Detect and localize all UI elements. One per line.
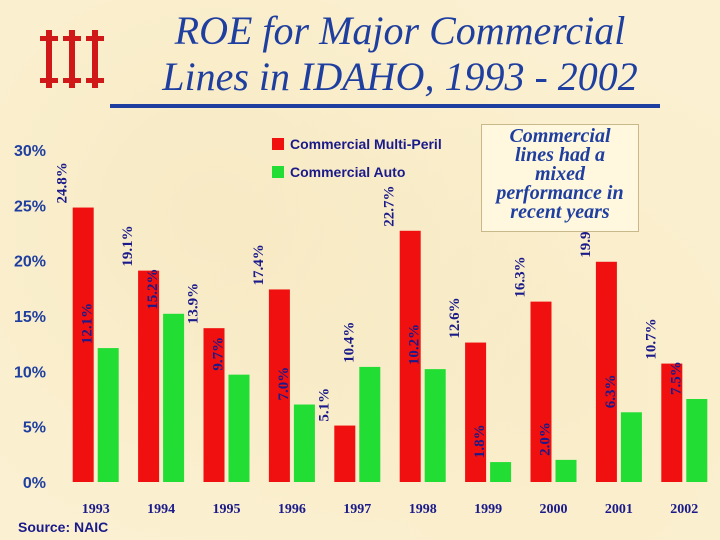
title-divider (110, 104, 660, 108)
x-tick-label: 1999 (474, 502, 502, 517)
y-tick-label: 10% (14, 364, 46, 381)
y-tick-label: 30% (14, 143, 46, 160)
data-label: 10.7% (643, 318, 659, 359)
callout-line-3: mixed (535, 163, 585, 185)
bar-auto (424, 369, 446, 482)
callout-box: Commercial lines had a mixed performance… (481, 124, 639, 232)
data-label: 6.3% (603, 375, 619, 409)
bar-multi-peril (530, 301, 552, 482)
data-label: 5.1% (316, 388, 332, 422)
bar-auto (555, 459, 577, 482)
bar-multi-peril (465, 342, 487, 482)
bar-auto (490, 462, 512, 482)
data-label: 12.1% (80, 303, 96, 344)
callout-line-5: recent years (510, 201, 610, 223)
bar-multi-peril (203, 328, 225, 482)
bar-auto (359, 366, 381, 482)
bar-auto (293, 404, 315, 482)
x-tick-label: 1993 (82, 502, 110, 517)
legend-label: Commercial Auto (290, 164, 405, 180)
x-tick-label: 2001 (605, 502, 633, 517)
data-label: 10.4% (341, 322, 357, 363)
bar-multi-peril (595, 261, 617, 482)
data-label: 15.2% (145, 269, 161, 310)
bar-multi-peril (661, 363, 683, 482)
callout-line-4: performance in (496, 182, 624, 204)
bar-multi-peril (72, 207, 94, 482)
callout-line-2: lines had a (514, 144, 606, 166)
legend-swatch (272, 166, 284, 178)
page-title: ROE for Major Commercial Lines in IDAHO,… (120, 8, 680, 100)
bar-auto (228, 374, 250, 482)
callout-line-1: Commercial (509, 125, 611, 147)
data-label: 22.7% (382, 186, 398, 227)
y-tick-label: 0% (23, 475, 46, 492)
title-line-2: Lines in IDAHO, 1993 - 2002 (162, 54, 638, 99)
x-tick-label: 1997 (343, 502, 371, 517)
data-label: 19.1% (120, 225, 136, 266)
data-label: 7.5% (668, 361, 684, 395)
data-label: 2.0% (538, 422, 554, 456)
y-tick-label: 25% (14, 198, 46, 215)
bar-multi-peril (138, 270, 160, 482)
data-label: 17.4% (251, 244, 267, 285)
legend-label: Commercial Multi-Peril (290, 136, 442, 152)
data-label: 16.3% (513, 256, 529, 297)
data-label: 10.2% (407, 324, 423, 365)
x-tick-label: 1996 (278, 502, 306, 517)
x-tick-label: 1998 (409, 502, 437, 517)
y-tick-label: 15% (14, 309, 46, 326)
bar-auto (686, 399, 708, 482)
data-label: 9.7% (211, 337, 227, 371)
x-tick-label: 2002 (670, 502, 698, 517)
x-tick-label: 1994 (147, 502, 175, 517)
y-tick-label: 20% (14, 254, 46, 271)
title-line-1: ROE for Major Commercial (174, 8, 626, 53)
bar-auto (620, 412, 642, 482)
x-tick-label: 1995 (213, 502, 241, 517)
bar-multi-peril (268, 289, 290, 482)
legend-swatch (272, 138, 284, 150)
data-label: 1.8% (472, 424, 488, 458)
x-tick-label: 2000 (540, 502, 568, 517)
bar-multi-peril (334, 425, 356, 482)
bar-auto (97, 348, 119, 482)
data-label: 12.6% (447, 297, 463, 338)
data-label: 7.0% (276, 367, 292, 401)
y-tick-label: 5% (23, 420, 46, 437)
iii-logo (40, 30, 104, 88)
bar-multi-peril (399, 230, 421, 482)
data-label: 24.8% (55, 162, 71, 203)
source-note: Source: NAIC (18, 519, 109, 535)
bar-auto (163, 313, 185, 482)
data-label: 13.9% (186, 283, 202, 324)
